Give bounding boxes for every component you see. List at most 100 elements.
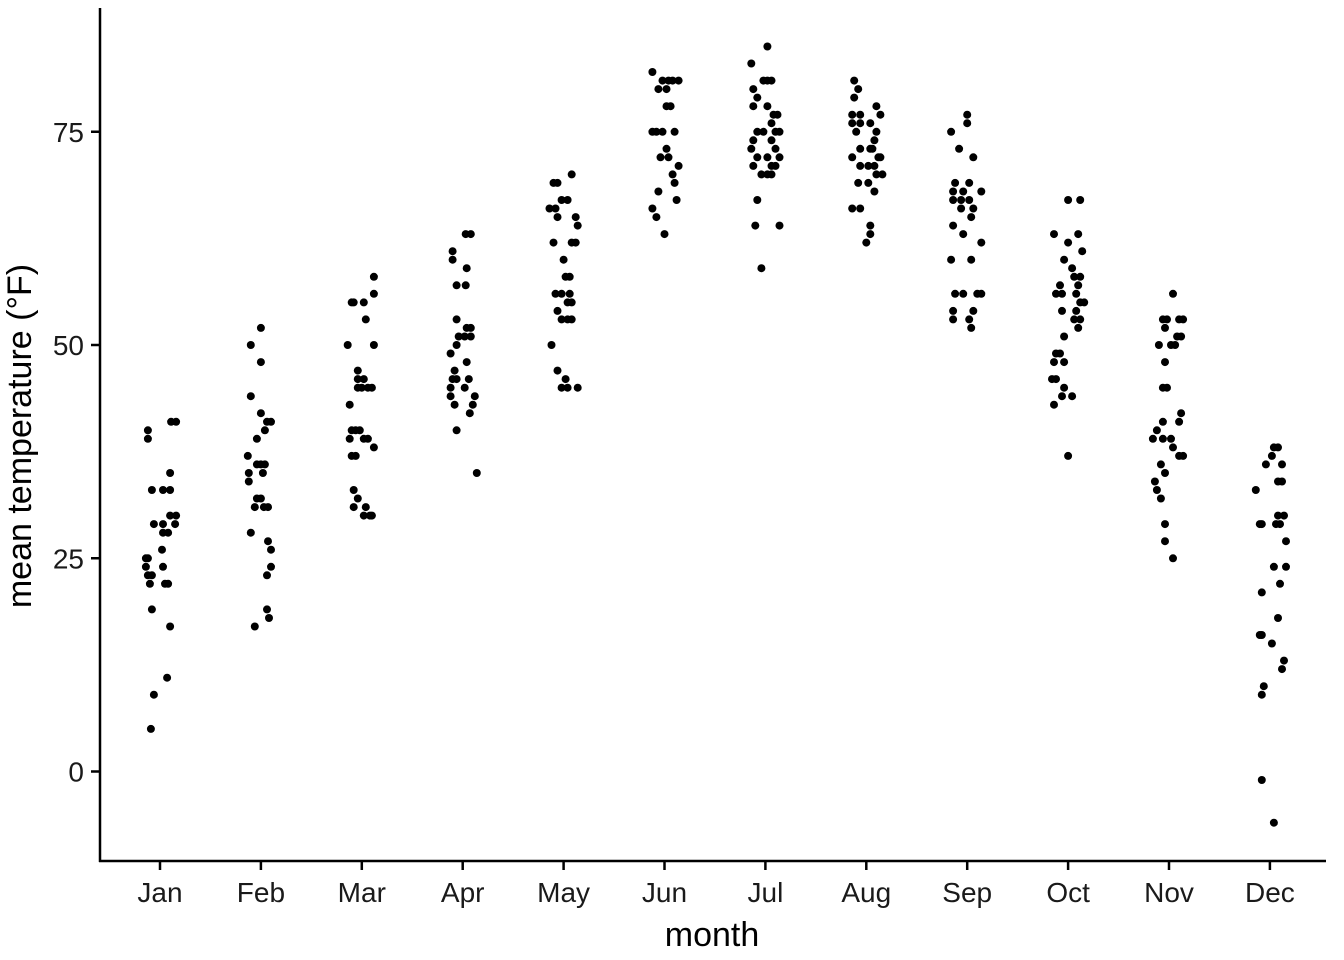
data-point-sep <box>949 187 958 196</box>
x-tick-label: Mar <box>338 877 386 908</box>
data-point-feb <box>256 323 265 332</box>
data-point-jun <box>654 187 663 196</box>
data-point-apr <box>470 392 479 401</box>
data-point-oct <box>1080 298 1089 307</box>
data-point-oct <box>1058 306 1066 315</box>
data-point-jul <box>775 127 784 136</box>
data-point-mar <box>357 383 366 392</box>
data-point-jul <box>757 170 766 179</box>
data-point-dec <box>1280 656 1288 665</box>
data-point-nov <box>1169 289 1177 298</box>
data-point-mar <box>353 366 362 375</box>
data-point-oct <box>1070 315 1079 324</box>
data-point-aug <box>870 161 879 170</box>
data-point-sep <box>969 306 978 315</box>
data-point-sep <box>969 153 978 162</box>
data-point-may <box>573 221 582 230</box>
data-point-mar <box>355 426 364 435</box>
y-axis-title: mean temperature (°F) <box>1 264 39 608</box>
data-point-apr <box>446 383 455 392</box>
data-point-jun <box>670 127 679 136</box>
data-point-sep <box>959 289 968 298</box>
data-point-sep <box>951 178 960 187</box>
data-point-jun <box>654 85 663 94</box>
data-point-nov <box>1179 451 1188 460</box>
data-point-oct <box>1068 264 1077 273</box>
data-point-jun <box>662 144 671 153</box>
data-point-jun <box>652 213 661 222</box>
data-point-mar <box>349 298 358 307</box>
data-point-sep <box>947 127 956 136</box>
data-point-oct <box>1076 196 1085 204</box>
data-point-jul <box>749 85 758 94</box>
data-point-aug <box>856 204 865 213</box>
data-point-nov <box>1175 417 1184 426</box>
data-point-dec <box>1269 562 1278 571</box>
data-point-aug <box>862 238 871 247</box>
data-point-feb <box>256 409 265 418</box>
data-point-oct <box>1060 383 1069 392</box>
data-point-may <box>557 196 566 204</box>
data-point-oct <box>1076 315 1085 324</box>
data-point-dec <box>1267 639 1276 648</box>
data-point-jul <box>749 102 758 111</box>
data-point-oct <box>1060 255 1069 264</box>
data-point-aug <box>854 85 863 94</box>
data-point-jan <box>166 511 175 520</box>
data-point-may <box>571 213 580 222</box>
data-point-sep <box>977 238 986 247</box>
data-point-aug <box>856 110 865 119</box>
data-point-apr <box>452 341 461 349</box>
data-point-aug <box>864 178 873 187</box>
y-axis-ticks: 0 25 50 75 <box>53 117 100 788</box>
data-point-oct <box>1058 289 1066 298</box>
data-point-jul <box>753 153 762 162</box>
data-point-aug <box>848 119 857 128</box>
y-tick-label: 75 <box>53 117 84 148</box>
data-point-feb <box>246 392 255 401</box>
x-tick-label: Nov <box>1144 877 1194 908</box>
data-point-apr <box>472 469 481 477</box>
data-point-may <box>557 383 566 392</box>
data-point-jul <box>749 136 758 145</box>
data-point-jul <box>767 170 776 179</box>
data-point-mar <box>359 375 368 384</box>
data-point-oct <box>1060 358 1069 367</box>
data-point-jul <box>753 127 762 136</box>
data-point-sep <box>967 323 976 332</box>
data-point-nov <box>1152 426 1161 435</box>
data-point-sep <box>967 255 976 264</box>
data-point-nov <box>1158 417 1167 426</box>
data-point-mar <box>369 443 378 452</box>
data-point-jun <box>670 178 679 187</box>
x-tick-label: Aug <box>841 877 891 908</box>
data-point-feb <box>258 469 267 477</box>
data-point-apr <box>452 426 461 435</box>
data-point-aug <box>876 153 885 162</box>
x-tick-label: May <box>537 877 590 908</box>
data-point-may <box>573 383 582 392</box>
data-point-may <box>567 238 576 247</box>
data-point-oct <box>1050 358 1058 367</box>
data-point-apr <box>466 323 475 332</box>
y-axis: 0 25 50 75 <box>53 8 102 862</box>
data-point-jan <box>166 486 175 494</box>
data-point-sep <box>963 110 972 119</box>
data-point-aug <box>856 161 865 170</box>
x-tick-label: Apr <box>441 877 485 908</box>
data-point-apr <box>452 315 461 324</box>
data-point-nov <box>1179 315 1188 324</box>
data-point-oct <box>1048 375 1056 384</box>
data-point-oct <box>1074 323 1083 332</box>
x-tick-label: Dec <box>1245 877 1295 908</box>
data-point-sep <box>963 119 972 128</box>
x-tick-label: Oct <box>1046 877 1090 908</box>
data-point-nov <box>1163 315 1171 324</box>
data-point-jul <box>763 42 772 51</box>
x-axis-ticks: Jan Feb Mar Apr May Jun Jul Aug Sep Oct Nov Dec <box>137 861 1295 908</box>
data-point-aug <box>876 110 885 119</box>
data-point-jan <box>143 434 152 443</box>
data-point-nov <box>1148 434 1157 443</box>
data-point-aug <box>848 110 857 119</box>
